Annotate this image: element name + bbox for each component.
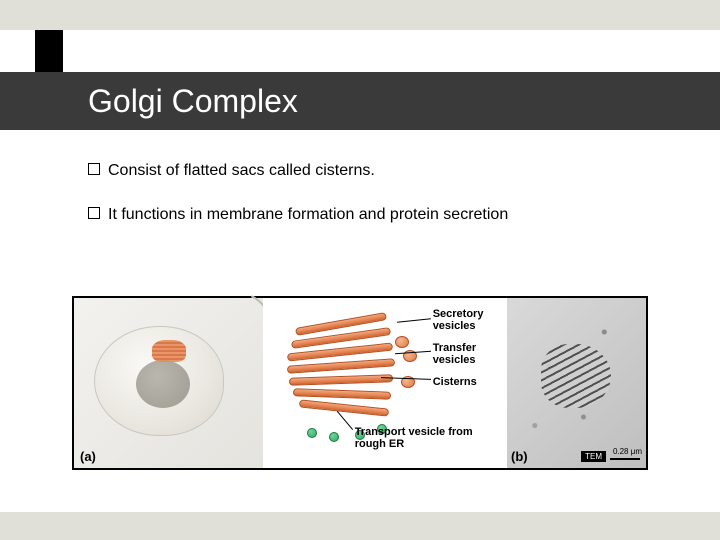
accent-block bbox=[35, 30, 63, 72]
tem-badge: TEM bbox=[581, 451, 606, 462]
panel-b-label: (b) bbox=[511, 449, 528, 464]
secretory-vesicle-shape bbox=[395, 336, 409, 348]
golgi-mini-illustration bbox=[152, 340, 186, 362]
tem-golgi-texture bbox=[541, 344, 611, 408]
label-transfer-vesicles: Transfer vesicles bbox=[433, 342, 505, 366]
scale-bar-text: 0.28 μm bbox=[613, 447, 642, 456]
checkbox-bullet-icon bbox=[88, 207, 100, 219]
bullet-item: It functions in membrane formation and p… bbox=[88, 204, 648, 226]
transport-vesicle-shape bbox=[307, 428, 317, 438]
nucleus-illustration bbox=[136, 360, 190, 408]
slide-title: Golgi Complex bbox=[88, 83, 298, 120]
figure-panel-a: (a) bbox=[74, 298, 263, 468]
leader-line bbox=[337, 411, 353, 430]
bullet-text: Consist of flatted sacs called cisterns. bbox=[108, 160, 375, 182]
cisterna-shape bbox=[289, 374, 393, 386]
panel-a-label: (a) bbox=[80, 449, 96, 464]
bottom-decorative-strip bbox=[0, 512, 720, 540]
bullet-text: It functions in membrane formation and p… bbox=[108, 204, 508, 226]
label-cisterns: Cisterns bbox=[433, 376, 505, 388]
title-bar: Golgi Complex bbox=[0, 72, 720, 130]
label-transport-vesicle: Transport vesicle from rough ER bbox=[355, 426, 475, 450]
cisterna-shape bbox=[287, 358, 395, 374]
top-decorative-strip bbox=[0, 0, 720, 30]
cisterna-shape bbox=[293, 388, 391, 399]
figure-panel-middle: Secretory vesicles Transfer vesicles Cis… bbox=[263, 298, 507, 468]
figure-container: (a) Secretory vesicles Transfer vesicles… bbox=[72, 296, 648, 470]
leader-line bbox=[397, 318, 431, 323]
label-secretory-vesicles: Secretory vesicles bbox=[433, 308, 505, 332]
checkbox-bullet-icon bbox=[88, 163, 100, 175]
bullet-list: Consist of flatted sacs called cisterns.… bbox=[88, 160, 648, 247]
bullet-item: Consist of flatted sacs called cisterns. bbox=[88, 160, 648, 182]
transport-vesicle-shape bbox=[329, 432, 339, 442]
cisterna-shape bbox=[299, 399, 389, 416]
scale-bar bbox=[610, 458, 640, 460]
figure-panel-b: (b) TEM 0.28 μm bbox=[507, 298, 646, 468]
